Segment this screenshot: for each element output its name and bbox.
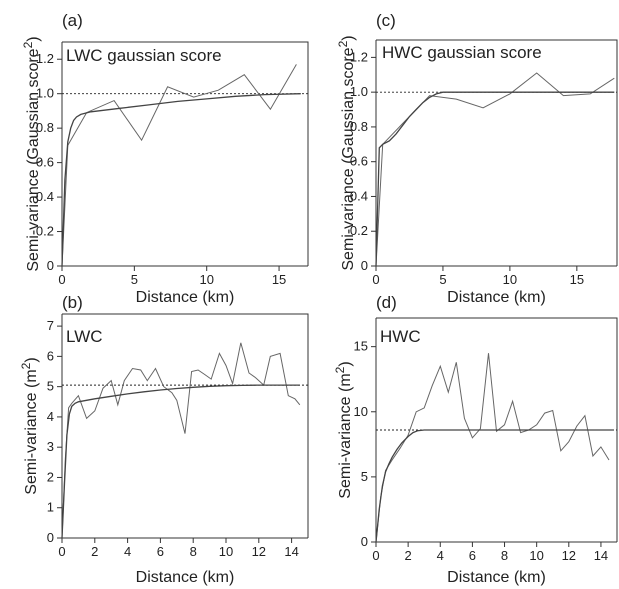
x-tick-label-b: 0 — [58, 544, 65, 559]
panel-label-a: (a) — [62, 11, 83, 30]
y-axis-label-main: Semi-variance (m — [23, 369, 40, 494]
y-axis-label-b: Semi-variance (m2) — [19, 357, 40, 494]
panel-title-c: HWC gaussian score — [382, 43, 542, 62]
y-tick-label-b: 5 — [47, 379, 54, 394]
x-tick-label-d: 0 — [372, 548, 379, 563]
x-tick-label-c: 15 — [570, 272, 584, 287]
x-tick-label-d: 2 — [405, 548, 412, 563]
plot-frame-c — [376, 39, 618, 266]
plot-frame-d — [376, 317, 618, 542]
x-tick-label-d: 4 — [437, 548, 444, 563]
x-tick-label-b: 12 — [252, 544, 266, 559]
model-curve-a — [61, 93, 301, 267]
x-tick-label-b: 14 — [284, 544, 298, 559]
y-axis-label-a: Semi-variance (Gaussian score2) — [21, 36, 42, 271]
y-tick-label-d: 15 — [354, 339, 368, 354]
y-tick-label-c: 1.2 — [350, 49, 368, 64]
x-tick-label-a: 5 — [131, 272, 138, 287]
y-tick-label-b: 4 — [47, 409, 54, 424]
y-tick-label-b: 6 — [47, 348, 54, 363]
y-tick-label-d: 10 — [354, 404, 368, 419]
y-axis-label-end: ) — [25, 36, 42, 41]
x-tick-label-d: 8 — [501, 548, 508, 563]
x-tick-label-b: 4 — [124, 544, 131, 559]
x-tick-label-a: 10 — [199, 272, 213, 287]
x-tick-label-c: 5 — [439, 272, 446, 287]
y-tick-label-b: 3 — [47, 439, 54, 454]
y-tick-label-a: 0.4 — [36, 189, 54, 204]
y-axis-label-main: Semi-variance (Gaussian score — [25, 48, 42, 271]
y-axis-label-c: Semi-variance (Gaussian score2) — [336, 35, 357, 270]
x-tick-label-d: 12 — [562, 548, 576, 563]
x-tick-label-d: 10 — [529, 548, 543, 563]
x-tick-label-d: 6 — [469, 548, 476, 563]
panel-title-b: LWC — [66, 327, 103, 346]
y-axis-label-end: ) — [23, 357, 40, 362]
y-tick-label-d: 5 — [361, 469, 368, 484]
y-tick-label-b: 2 — [47, 469, 54, 484]
y-tick-label-a: 0.8 — [36, 120, 54, 135]
x-axis-label-c: Distance (km) — [447, 289, 546, 306]
y-axis-label-main: Semi-variance (Gaussian score — [340, 47, 357, 270]
y-tick-label-b: 1 — [47, 500, 54, 515]
panel-c: 0 5 10 15 0 0.2 0.4 0.6 0.8 1.0 1.2 (c) HWC gaussian… — [336, 11, 618, 306]
x-tick-label-c: 0 — [372, 272, 379, 287]
y-tick-label-a: 1.2 — [36, 51, 54, 66]
panel-d: 0 2 4 6 8 10 12 14 0 5 10 15 (d) HWC Distance (km) Semi… — [333, 293, 618, 586]
y-axis-label-d: Semi-variance (m2) — [333, 361, 354, 498]
panel-label-b: (b) — [62, 293, 83, 312]
panel-title-a: LWC gaussian score — [66, 46, 222, 65]
y-tick-label-b: 0 — [47, 530, 54, 545]
y-tick-label-b: 7 — [47, 318, 54, 333]
x-tick-label-b: 2 — [91, 544, 98, 559]
y-tick-label-a: 0.6 — [36, 155, 54, 170]
panel-label-d: (d) — [376, 293, 397, 312]
y-axis-label-main: Semi-variance (m — [337, 373, 354, 498]
x-axis-label-d: Distance (km) — [447, 569, 546, 586]
x-axis-label-b: Distance (km) — [136, 569, 235, 586]
model-curve-d — [375, 429, 614, 543]
y-axis-label-superscript: 2 — [333, 366, 347, 373]
y-axis-label-superscript: 2 — [19, 362, 33, 369]
y-tick-label-c: 0.4 — [350, 188, 368, 203]
empirical-curve-d — [375, 353, 610, 543]
y-tick-label-c: 0.2 — [350, 223, 368, 238]
x-tick-label-b: 10 — [219, 544, 233, 559]
model-curve-c — [375, 91, 615, 267]
y-tick-label-c: 0.8 — [350, 119, 368, 134]
x-tick-label-a: 15 — [272, 272, 286, 287]
y-tick-label-a: 1.0 — [36, 86, 54, 101]
panel-title-d: HWC — [380, 327, 421, 346]
y-tick-label-c: 0 — [361, 258, 368, 273]
empirical-curve-b — [61, 342, 301, 539]
y-tick-label-d: 0 — [361, 534, 368, 549]
y-tick-label-c: 0.6 — [350, 154, 368, 169]
x-tick-label-c: 10 — [503, 272, 517, 287]
x-tick-label-b: 8 — [190, 544, 197, 559]
x-tick-label-a: 0 — [58, 272, 65, 287]
panel-a: 0 5 10 15 0 0.2 0.4 0.6 0.8 1.0 1.2 (a) LWC gaussian… — [21, 11, 309, 306]
x-axis-label-a: Distance (km) — [136, 289, 235, 306]
empirical-curve-a — [61, 64, 297, 267]
y-axis-label-superscript: 2 — [336, 40, 350, 47]
plot-frame-a — [62, 41, 309, 266]
y-tick-label-a: 0 — [47, 258, 54, 273]
plot-frame-b — [62, 313, 309, 538]
y-tick-label-a: 0.2 — [36, 224, 54, 239]
y-axis-label-end: ) — [340, 35, 357, 40]
y-axis-label-superscript: 2 — [21, 41, 35, 48]
model-curve-b — [61, 384, 300, 539]
x-tick-label-b: 6 — [157, 544, 164, 559]
panel-label-c: (c) — [376, 11, 396, 30]
y-tick-label-c: 1.0 — [350, 84, 368, 99]
y-axis-label-end: ) — [337, 361, 354, 366]
empirical-curve-c — [375, 72, 615, 267]
x-tick-label-d: 14 — [594, 548, 608, 563]
